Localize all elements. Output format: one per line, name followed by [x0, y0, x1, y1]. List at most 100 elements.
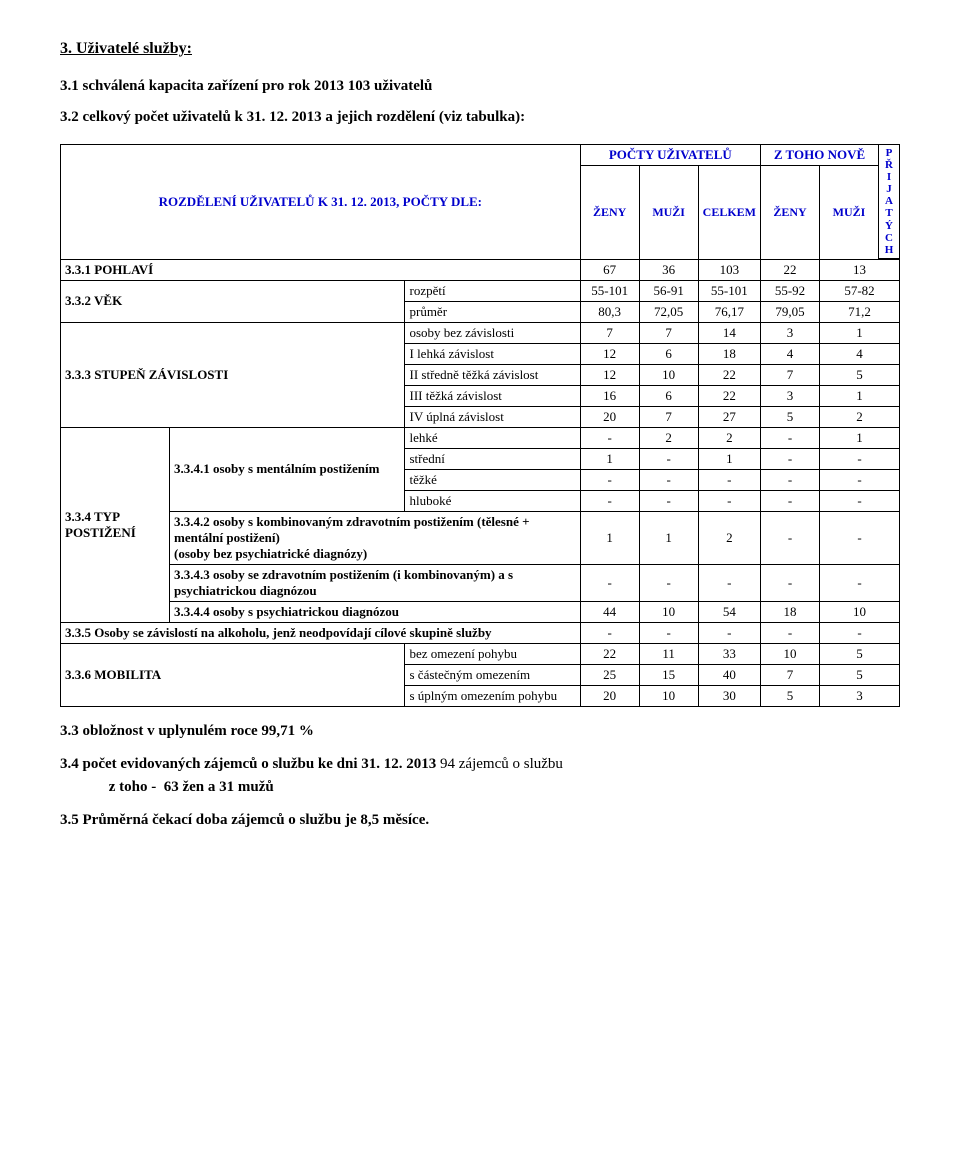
cell: 5: [761, 406, 820, 427]
cell: 71,2: [820, 301, 900, 322]
cell: 13: [820, 259, 900, 280]
cell: -: [820, 511, 900, 564]
cell: I lehká závislost: [405, 343, 580, 364]
cell: 1: [820, 427, 900, 448]
cell: s úplným omezením pohybu: [405, 685, 580, 706]
cell: 12: [580, 364, 639, 385]
cell: 40: [698, 664, 760, 685]
cell: 1: [639, 511, 698, 564]
text: 94 zájemců o službu: [440, 756, 563, 772]
cell: 1: [820, 385, 900, 406]
cell: -: [698, 564, 760, 601]
cell: 15: [639, 664, 698, 685]
cell: 27: [698, 406, 760, 427]
cell: -: [820, 622, 900, 643]
cell: průměr: [405, 301, 580, 322]
line-3-1: 3.1 schválená kapacita zařízení pro rok …: [60, 78, 900, 95]
cell: 7: [639, 322, 698, 343]
cell: 2: [698, 511, 760, 564]
row-332-rozpeti: 3.3.2 VĚK rozpětí 55-101 56-91 55-101 55…: [61, 280, 900, 301]
text: 3.4 počet evidovaných zájemců o službu k…: [60, 756, 440, 772]
cell: 4: [820, 343, 900, 364]
row-333-0: 3.3.3 STUPEŇ ZÁVISLOSTI osoby bez závisl…: [61, 322, 900, 343]
cell: 2: [698, 427, 760, 448]
cell: -: [580, 564, 639, 601]
page-title: 3. Uživatelé služby:: [60, 40, 900, 58]
cell: 55-92: [761, 280, 820, 301]
cell: 54: [698, 601, 760, 622]
cell: 5: [761, 685, 820, 706]
cell: 18: [761, 601, 820, 622]
cell: lehké: [405, 427, 580, 448]
cell: -: [820, 469, 900, 490]
cell: 3.3.6 MOBILITA: [61, 643, 405, 706]
cell: 7: [580, 322, 639, 343]
line-3-4: 3.4 počet evidovaných zájemců o službu k…: [60, 756, 900, 773]
cell: 22: [698, 364, 760, 385]
cell: 22: [580, 643, 639, 664]
cell: 55-101: [580, 280, 639, 301]
cell: 3: [761, 322, 820, 343]
cell: -: [761, 490, 820, 511]
cell: 76,17: [698, 301, 760, 322]
hdr-left: ROZDĚLENÍ UŽIVATELŮ K 31. 12. 2013, POČT…: [61, 145, 581, 260]
cell: -: [820, 490, 900, 511]
cell: 6: [639, 385, 698, 406]
hdr-counts: POČTY UŽIVATELŮ: [580, 145, 760, 166]
cell: -: [698, 622, 760, 643]
cell: hluboké: [405, 490, 580, 511]
cell: 7: [761, 664, 820, 685]
cell: 5: [820, 643, 900, 664]
cell: 57-82: [820, 280, 900, 301]
cell: bez omezení pohybu: [405, 643, 580, 664]
cell: osoby bez závislosti: [405, 322, 580, 343]
cell: s částečným omezením: [405, 664, 580, 685]
hdr-zeny1: ŽENY: [580, 166, 639, 260]
cell: 12: [580, 343, 639, 364]
cell: 11: [639, 643, 698, 664]
cell: 20: [580, 406, 639, 427]
hdr-muzi2: MUŽI: [820, 166, 879, 260]
cell: 72,05: [639, 301, 698, 322]
row-3344: 3.3.4.4 osoby s psychiatrickou diagnózou…: [61, 601, 900, 622]
cell: 3.3.2 VĚK: [61, 280, 405, 322]
cell: -: [639, 469, 698, 490]
cell: -: [639, 622, 698, 643]
cell: 30: [698, 685, 760, 706]
cell: 80,3: [580, 301, 639, 322]
cell: 55-101: [698, 280, 760, 301]
cell: -: [639, 448, 698, 469]
cell: 10: [639, 364, 698, 385]
cell: 16: [580, 385, 639, 406]
line-3-4b: z toho - 63 žen a 31 mužů: [60, 779, 900, 796]
cell: 7: [639, 406, 698, 427]
hdr-zeny2: ŽENY: [761, 166, 820, 260]
cell: -: [580, 427, 639, 448]
cell: -: [580, 622, 639, 643]
cell: 3.3.4.2 osoby s kombinovaným zdravotním …: [170, 511, 581, 564]
line-3-2: 3.2 celkový počet uživatelů k 31. 12. 20…: [60, 109, 900, 126]
cell: -: [761, 427, 820, 448]
cell: 20: [580, 685, 639, 706]
cell: 79,05: [761, 301, 820, 322]
cell: -: [580, 490, 639, 511]
cell: -: [761, 622, 820, 643]
cell: 3.3.4.1 osoby s mentálním postižením: [170, 427, 405, 511]
cell: 4: [761, 343, 820, 364]
cell: II středně těžká závislost: [405, 364, 580, 385]
cell: -: [820, 448, 900, 469]
cell: IV úplná závislost: [405, 406, 580, 427]
cell: -: [698, 490, 760, 511]
cell: 6: [639, 343, 698, 364]
cell: 5: [820, 664, 900, 685]
cell: 3.3.4.3 osoby se zdravotním postižením (…: [170, 564, 581, 601]
line-3-3: 3.3 obložnost v uplynulém roce 99,71 %: [60, 723, 900, 740]
hdr-new: Z TOHO NOVĚ: [761, 145, 879, 166]
cell: 1: [580, 448, 639, 469]
hdr-muzi1: MUŽI: [639, 166, 698, 260]
cell: -: [639, 490, 698, 511]
cell: 3: [820, 685, 900, 706]
cell: 14: [698, 322, 760, 343]
cell: 3.3.3 STUPEŇ ZÁVISLOSTI: [61, 322, 405, 427]
line-3-5: 3.5 Průměrná čekací doba zájemců o služb…: [60, 812, 900, 829]
